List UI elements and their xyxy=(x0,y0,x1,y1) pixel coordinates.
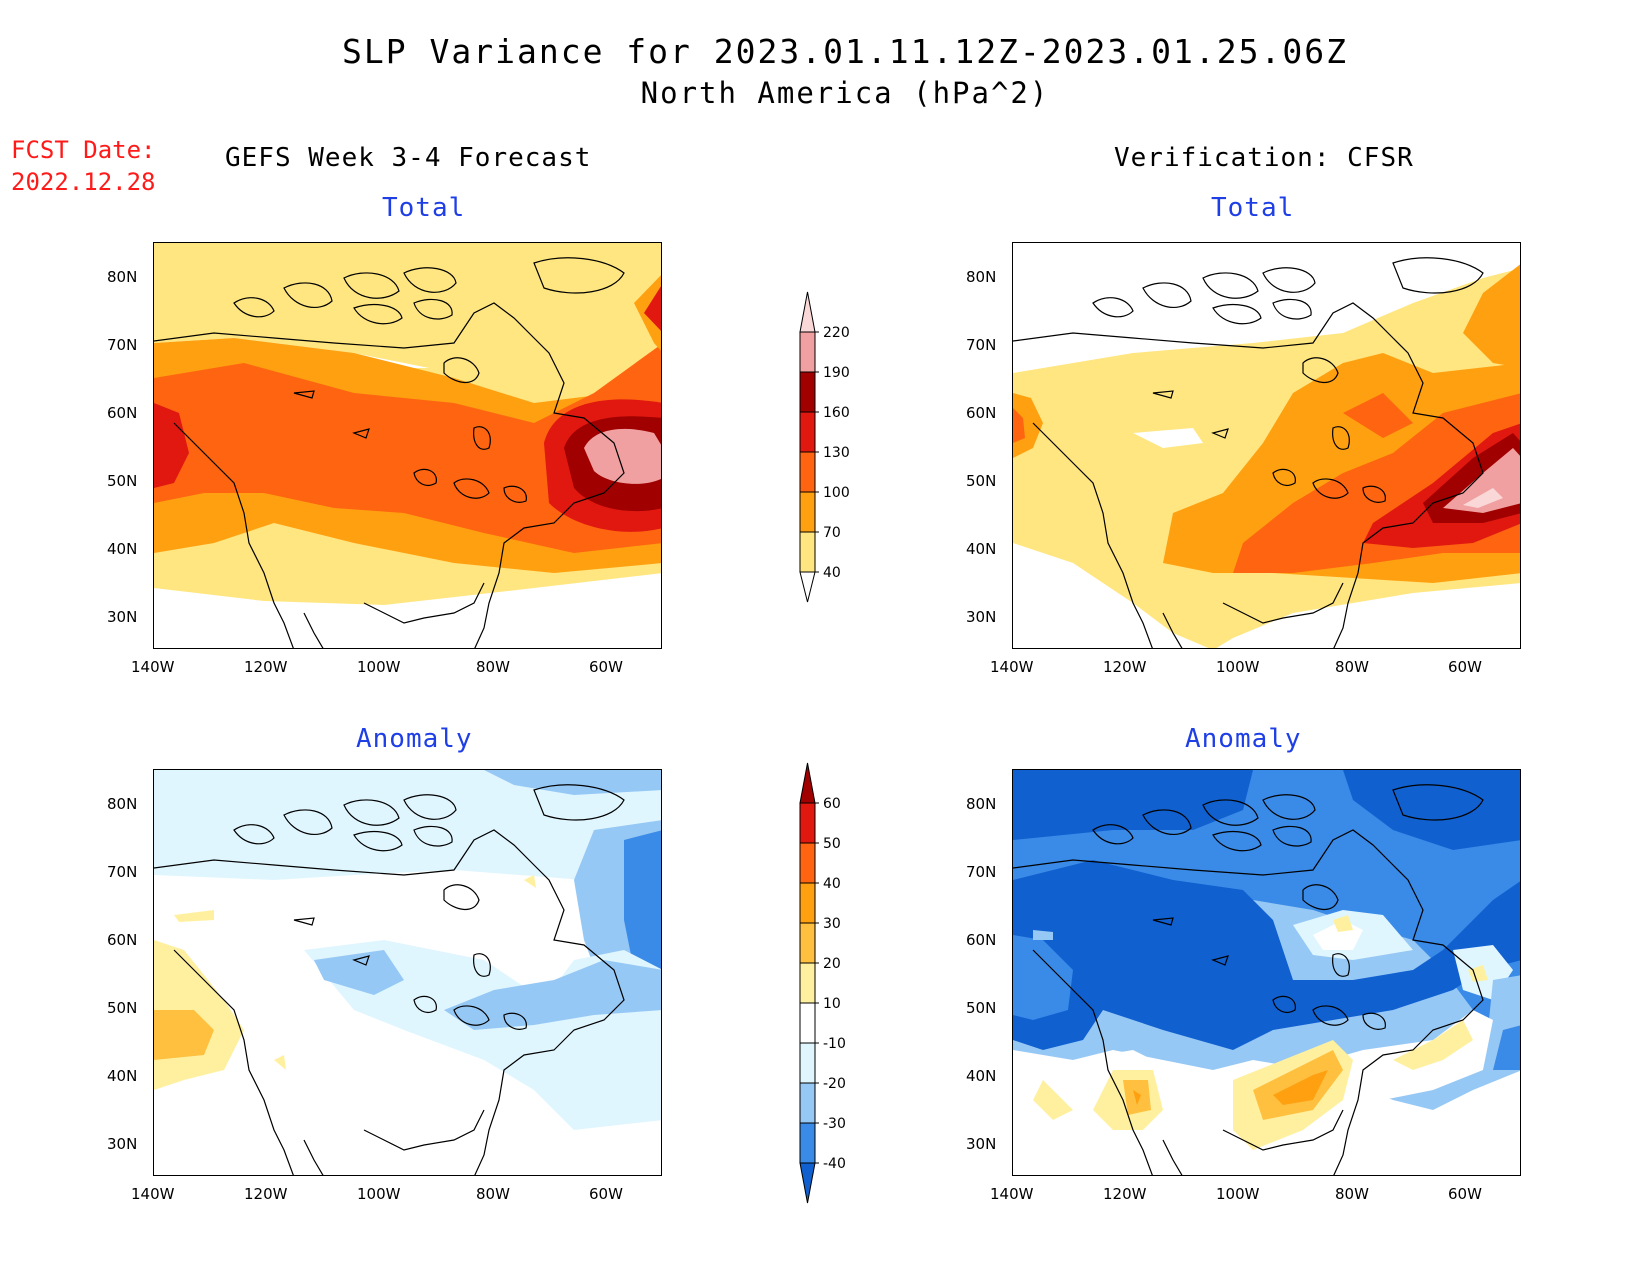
map-verification-anomaly xyxy=(1012,769,1521,1176)
colorbar-total-label: 130 xyxy=(823,445,850,461)
colorbar-anomaly-label: 20 xyxy=(823,956,841,972)
lat-label-80n: 80N xyxy=(966,795,997,813)
figure-subtitle: North America (hPa^2) xyxy=(640,76,1050,110)
panel-title-forecast-total: Total xyxy=(382,193,466,223)
colorbar-total-swatch xyxy=(799,331,816,373)
lon-label-140w: 140W xyxy=(990,1185,1034,1203)
panel-title-verification-total: Total xyxy=(1211,193,1295,223)
lon-label-80w: 80W xyxy=(1335,658,1369,676)
lon-label-100w: 100W xyxy=(357,658,401,676)
lat-label-40n: 40N xyxy=(966,1067,997,1085)
colorbar-anomaly-swatch xyxy=(799,922,816,964)
colorbar-anomaly-swatch xyxy=(799,802,816,844)
colorbar-anomaly-lower-arrow xyxy=(799,1162,816,1204)
panel-title-verification-anomaly: Anomaly xyxy=(1185,724,1302,754)
lat-label-30n: 30N xyxy=(107,608,138,626)
colorbar-anomaly-label: 50 xyxy=(823,836,841,852)
colorbar-total-label: 160 xyxy=(823,405,850,421)
colorbar-anomaly-label: -10 xyxy=(823,1036,846,1052)
lat-label-50n: 50N xyxy=(966,999,997,1017)
lat-label-40n: 40N xyxy=(107,540,138,558)
map-forecast-anomaly xyxy=(153,769,662,1176)
colorbar-anomaly-label: 30 xyxy=(823,916,841,932)
colorbar-total-label: 40 xyxy=(823,565,841,581)
colorbar-total: 40 70 100 130 160 190 220 xyxy=(799,291,850,603)
map-forecast-total xyxy=(153,242,662,649)
lon-label-60w: 60W xyxy=(1448,658,1482,676)
right-column-title: Verification: CFSR xyxy=(1114,143,1414,173)
colorbar-anomaly-label: -40 xyxy=(823,1156,846,1172)
lat-label-50n: 50N xyxy=(107,472,138,490)
lon-label-140w: 140W xyxy=(990,658,1034,676)
colorbar-anomaly: -40 -30 -20 -10 10 20 30 40 50 60 xyxy=(799,762,846,1204)
lat-label-60n: 60N xyxy=(107,931,138,949)
lon-label-60w: 60W xyxy=(589,1185,623,1203)
colorbar-total-label: 220 xyxy=(823,325,850,341)
lon-label-140w: 140W xyxy=(131,658,175,676)
lat-label-60n: 60N xyxy=(966,931,997,949)
lon-label-120w: 120W xyxy=(244,658,288,676)
lat-label-70n: 70N xyxy=(107,863,138,881)
figure-title: SLP Variance for 2023.01.11.12Z-2023.01.… xyxy=(342,32,1348,71)
colorbar-total-label: 190 xyxy=(823,365,850,381)
lon-label-80w: 80W xyxy=(476,1185,510,1203)
lon-label-60w: 60W xyxy=(1448,1185,1482,1203)
lat-label-60n: 60N xyxy=(107,404,138,422)
colorbar-total-swatch xyxy=(799,531,816,573)
colorbar-total-upper-arrow xyxy=(799,291,816,333)
panel-title-forecast-anomaly: Anomaly xyxy=(356,724,473,754)
colorbar-total-label: 70 xyxy=(823,525,841,541)
lat-label-50n: 50N xyxy=(966,472,997,490)
lat-label-60n: 60N xyxy=(966,404,997,422)
lat-label-30n: 30N xyxy=(107,1135,138,1153)
colorbar-anomaly-swatch xyxy=(799,962,816,1004)
colorbar-total-swatch xyxy=(799,371,816,413)
colorbar-anomaly-swatch xyxy=(799,882,816,924)
lon-label-140w: 140W xyxy=(131,1185,175,1203)
lat-label-80n: 80N xyxy=(107,268,138,286)
map-verification-total xyxy=(1012,242,1521,649)
lat-label-40n: 40N xyxy=(966,540,997,558)
colorbar-anomaly-swatch xyxy=(799,842,816,884)
lat-label-50n: 50N xyxy=(107,999,138,1017)
colorbar-total-swatch xyxy=(799,491,816,533)
colorbar-anomaly-label: -30 xyxy=(823,1116,846,1132)
colorbar-anomaly-label: -20 xyxy=(823,1076,846,1092)
colorbar-total-label: 100 xyxy=(823,485,850,501)
lat-label-80n: 80N xyxy=(966,268,997,286)
lat-label-70n: 70N xyxy=(107,336,138,354)
left-column-title: GEFS Week 3-4 Forecast xyxy=(225,143,592,173)
colorbar-anomaly-label: 60 xyxy=(823,796,841,812)
lat-label-70n: 70N xyxy=(966,336,997,354)
colorbar-anomaly-label: 10 xyxy=(823,996,841,1012)
colorbar-anomaly-upper-arrow xyxy=(799,762,816,804)
lat-label-30n: 30N xyxy=(966,608,997,626)
colorbar-total-swatch xyxy=(799,411,816,453)
colorbar-total-swatch xyxy=(799,451,816,493)
lat-label-70n: 70N xyxy=(966,863,997,881)
fcst-date-value: 2022.12.28 xyxy=(11,168,156,196)
lon-label-120w: 120W xyxy=(1103,658,1147,676)
lon-label-100w: 100W xyxy=(357,1185,401,1203)
colorbar-total-lower-arrow xyxy=(799,571,816,603)
colorbar-anomaly-swatch xyxy=(799,1082,816,1124)
lon-label-80w: 80W xyxy=(1335,1185,1369,1203)
lon-label-80w: 80W xyxy=(476,658,510,676)
lon-label-120w: 120W xyxy=(244,1185,288,1203)
lon-label-60w: 60W xyxy=(589,658,623,676)
colorbar-anomaly-label: 40 xyxy=(823,876,841,892)
lat-label-80n: 80N xyxy=(107,795,138,813)
lon-label-100w: 100W xyxy=(1216,658,1260,676)
lon-label-100w: 100W xyxy=(1216,1185,1260,1203)
fcst-date-label: FCST Date: xyxy=(11,136,156,164)
colorbar-anomaly-swatch xyxy=(799,1042,816,1084)
colorbar-anomaly-swatch xyxy=(799,1002,816,1044)
lon-label-120w: 120W xyxy=(1103,1185,1147,1203)
lat-label-40n: 40N xyxy=(107,1067,138,1085)
colorbar-anomaly-swatch xyxy=(799,1122,816,1164)
lat-label-30n: 30N xyxy=(966,1135,997,1153)
